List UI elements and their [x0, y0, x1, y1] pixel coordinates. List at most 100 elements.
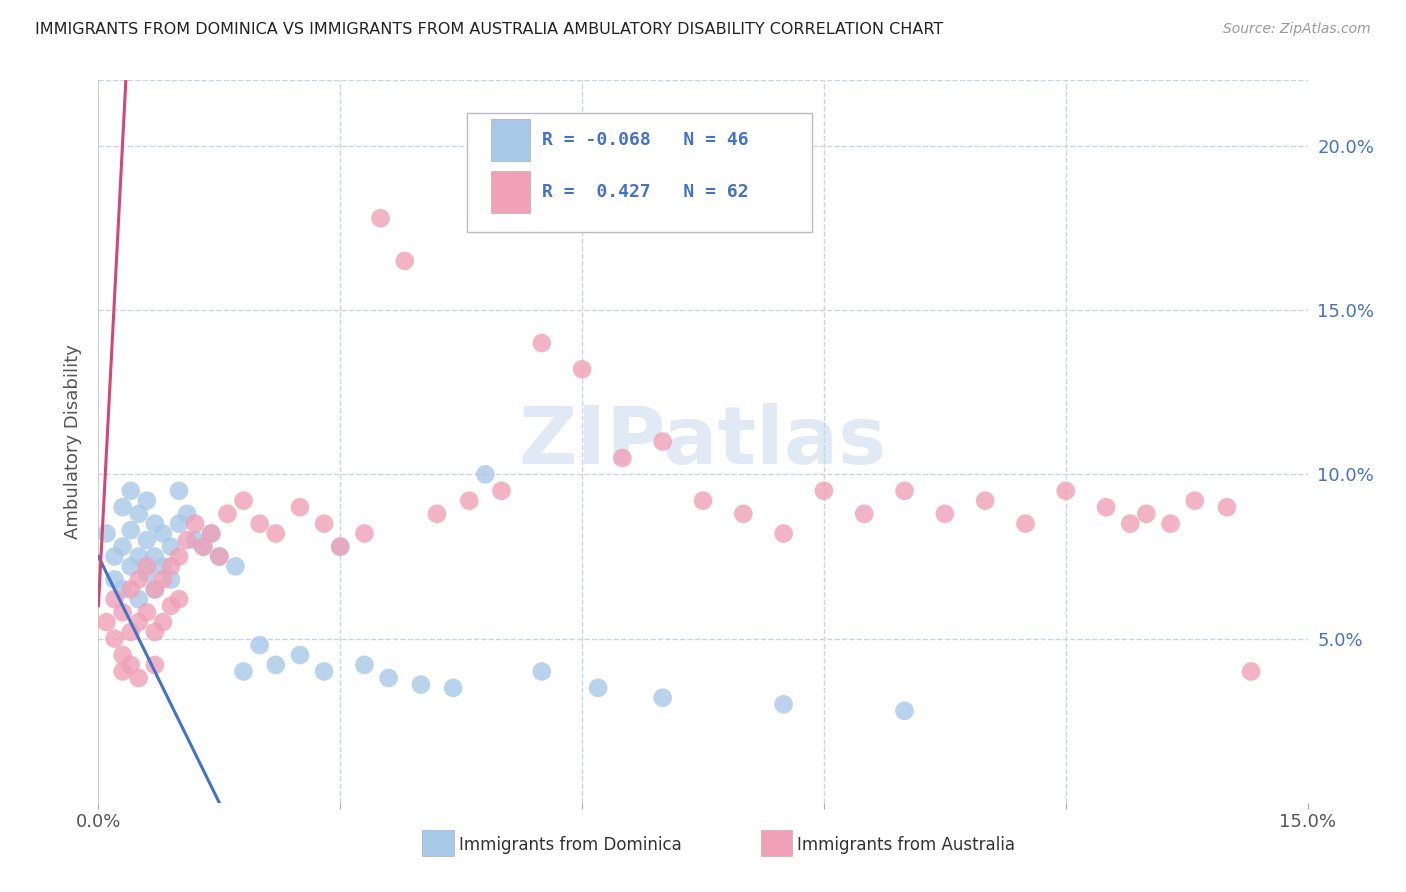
Point [353, 526, 375, 541]
Point [111, 605, 134, 619]
Point [160, 559, 183, 574]
Text: ZIPatlas: ZIPatlas [519, 402, 887, 481]
Point [103, 549, 125, 564]
Point [651, 690, 673, 705]
Point [692, 493, 714, 508]
Point [143, 516, 166, 531]
Point [167, 549, 190, 564]
Point [208, 549, 231, 564]
FancyBboxPatch shape [492, 119, 530, 161]
Point [96, 615, 118, 630]
Point [200, 526, 222, 541]
Point [651, 434, 673, 449]
Point [329, 540, 352, 554]
Point [103, 573, 125, 587]
Point [612, 450, 634, 465]
Text: Immigrants from Australia: Immigrants from Australia [797, 837, 1015, 855]
Point [128, 615, 150, 630]
Point [264, 526, 287, 541]
Point [474, 467, 496, 482]
Point [111, 540, 134, 554]
Point [152, 573, 174, 587]
Point [370, 211, 392, 226]
Point [176, 507, 198, 521]
Point [530, 665, 553, 679]
Point [249, 638, 271, 652]
Point [571, 362, 593, 376]
Point [733, 507, 755, 521]
Point [1054, 483, 1077, 498]
Point [128, 671, 150, 685]
Point [143, 582, 166, 597]
Point [152, 526, 174, 541]
Point [152, 615, 174, 630]
Point [249, 516, 271, 531]
Point [232, 665, 254, 679]
Point [772, 698, 794, 712]
Point [120, 523, 142, 537]
Point [176, 533, 198, 547]
Point [208, 549, 231, 564]
Point [120, 483, 142, 498]
Point [377, 671, 399, 685]
Point [853, 507, 876, 521]
Point [224, 559, 246, 574]
Point [167, 516, 190, 531]
Text: Immigrants from Dominica: Immigrants from Dominica [458, 837, 682, 855]
Point [120, 625, 142, 640]
Point [441, 681, 464, 695]
Point [772, 526, 794, 541]
Point [1216, 500, 1239, 515]
Point [135, 533, 157, 547]
Point [193, 540, 215, 554]
Point [120, 582, 142, 597]
Point [143, 549, 166, 564]
Point [314, 516, 336, 531]
Point [1119, 516, 1142, 531]
Point [974, 493, 997, 508]
Point [120, 657, 142, 672]
Point [530, 336, 553, 351]
Text: Source: ZipAtlas.com: Source: ZipAtlas.com [1223, 22, 1371, 37]
Point [128, 507, 150, 521]
Text: R = -0.068   N = 46: R = -0.068 N = 46 [543, 131, 749, 149]
Point [111, 500, 134, 515]
FancyBboxPatch shape [492, 170, 530, 213]
Point [394, 253, 416, 268]
Point [288, 500, 311, 515]
Point [135, 559, 157, 574]
Point [96, 526, 118, 541]
Point [329, 540, 352, 554]
Point [143, 582, 166, 597]
Point [111, 582, 134, 597]
Point [314, 665, 336, 679]
Point [458, 493, 481, 508]
Point [893, 483, 915, 498]
Point [135, 493, 157, 508]
FancyBboxPatch shape [761, 830, 793, 856]
Point [160, 599, 183, 613]
Point [813, 483, 835, 498]
Point [232, 493, 254, 508]
Point [288, 648, 311, 662]
Point [128, 549, 150, 564]
Point [103, 592, 125, 607]
Point [893, 704, 915, 718]
Y-axis label: Ambulatory Disability: Ambulatory Disability [63, 344, 82, 539]
Point [128, 592, 150, 607]
Point [264, 657, 287, 672]
Point [184, 516, 207, 531]
Point [1095, 500, 1118, 515]
Text: IMMIGRANTS FROM DOMINICA VS IMMIGRANTS FROM AUSTRALIA AMBULATORY DISABILITY CORR: IMMIGRANTS FROM DOMINICA VS IMMIGRANTS F… [35, 22, 943, 37]
Point [193, 540, 215, 554]
Point [120, 559, 142, 574]
Point [160, 573, 183, 587]
FancyBboxPatch shape [422, 830, 454, 856]
Point [111, 665, 134, 679]
Point [167, 592, 190, 607]
Point [586, 681, 609, 695]
Point [160, 540, 183, 554]
Point [135, 566, 157, 580]
Point [426, 507, 449, 521]
Point [934, 507, 956, 521]
